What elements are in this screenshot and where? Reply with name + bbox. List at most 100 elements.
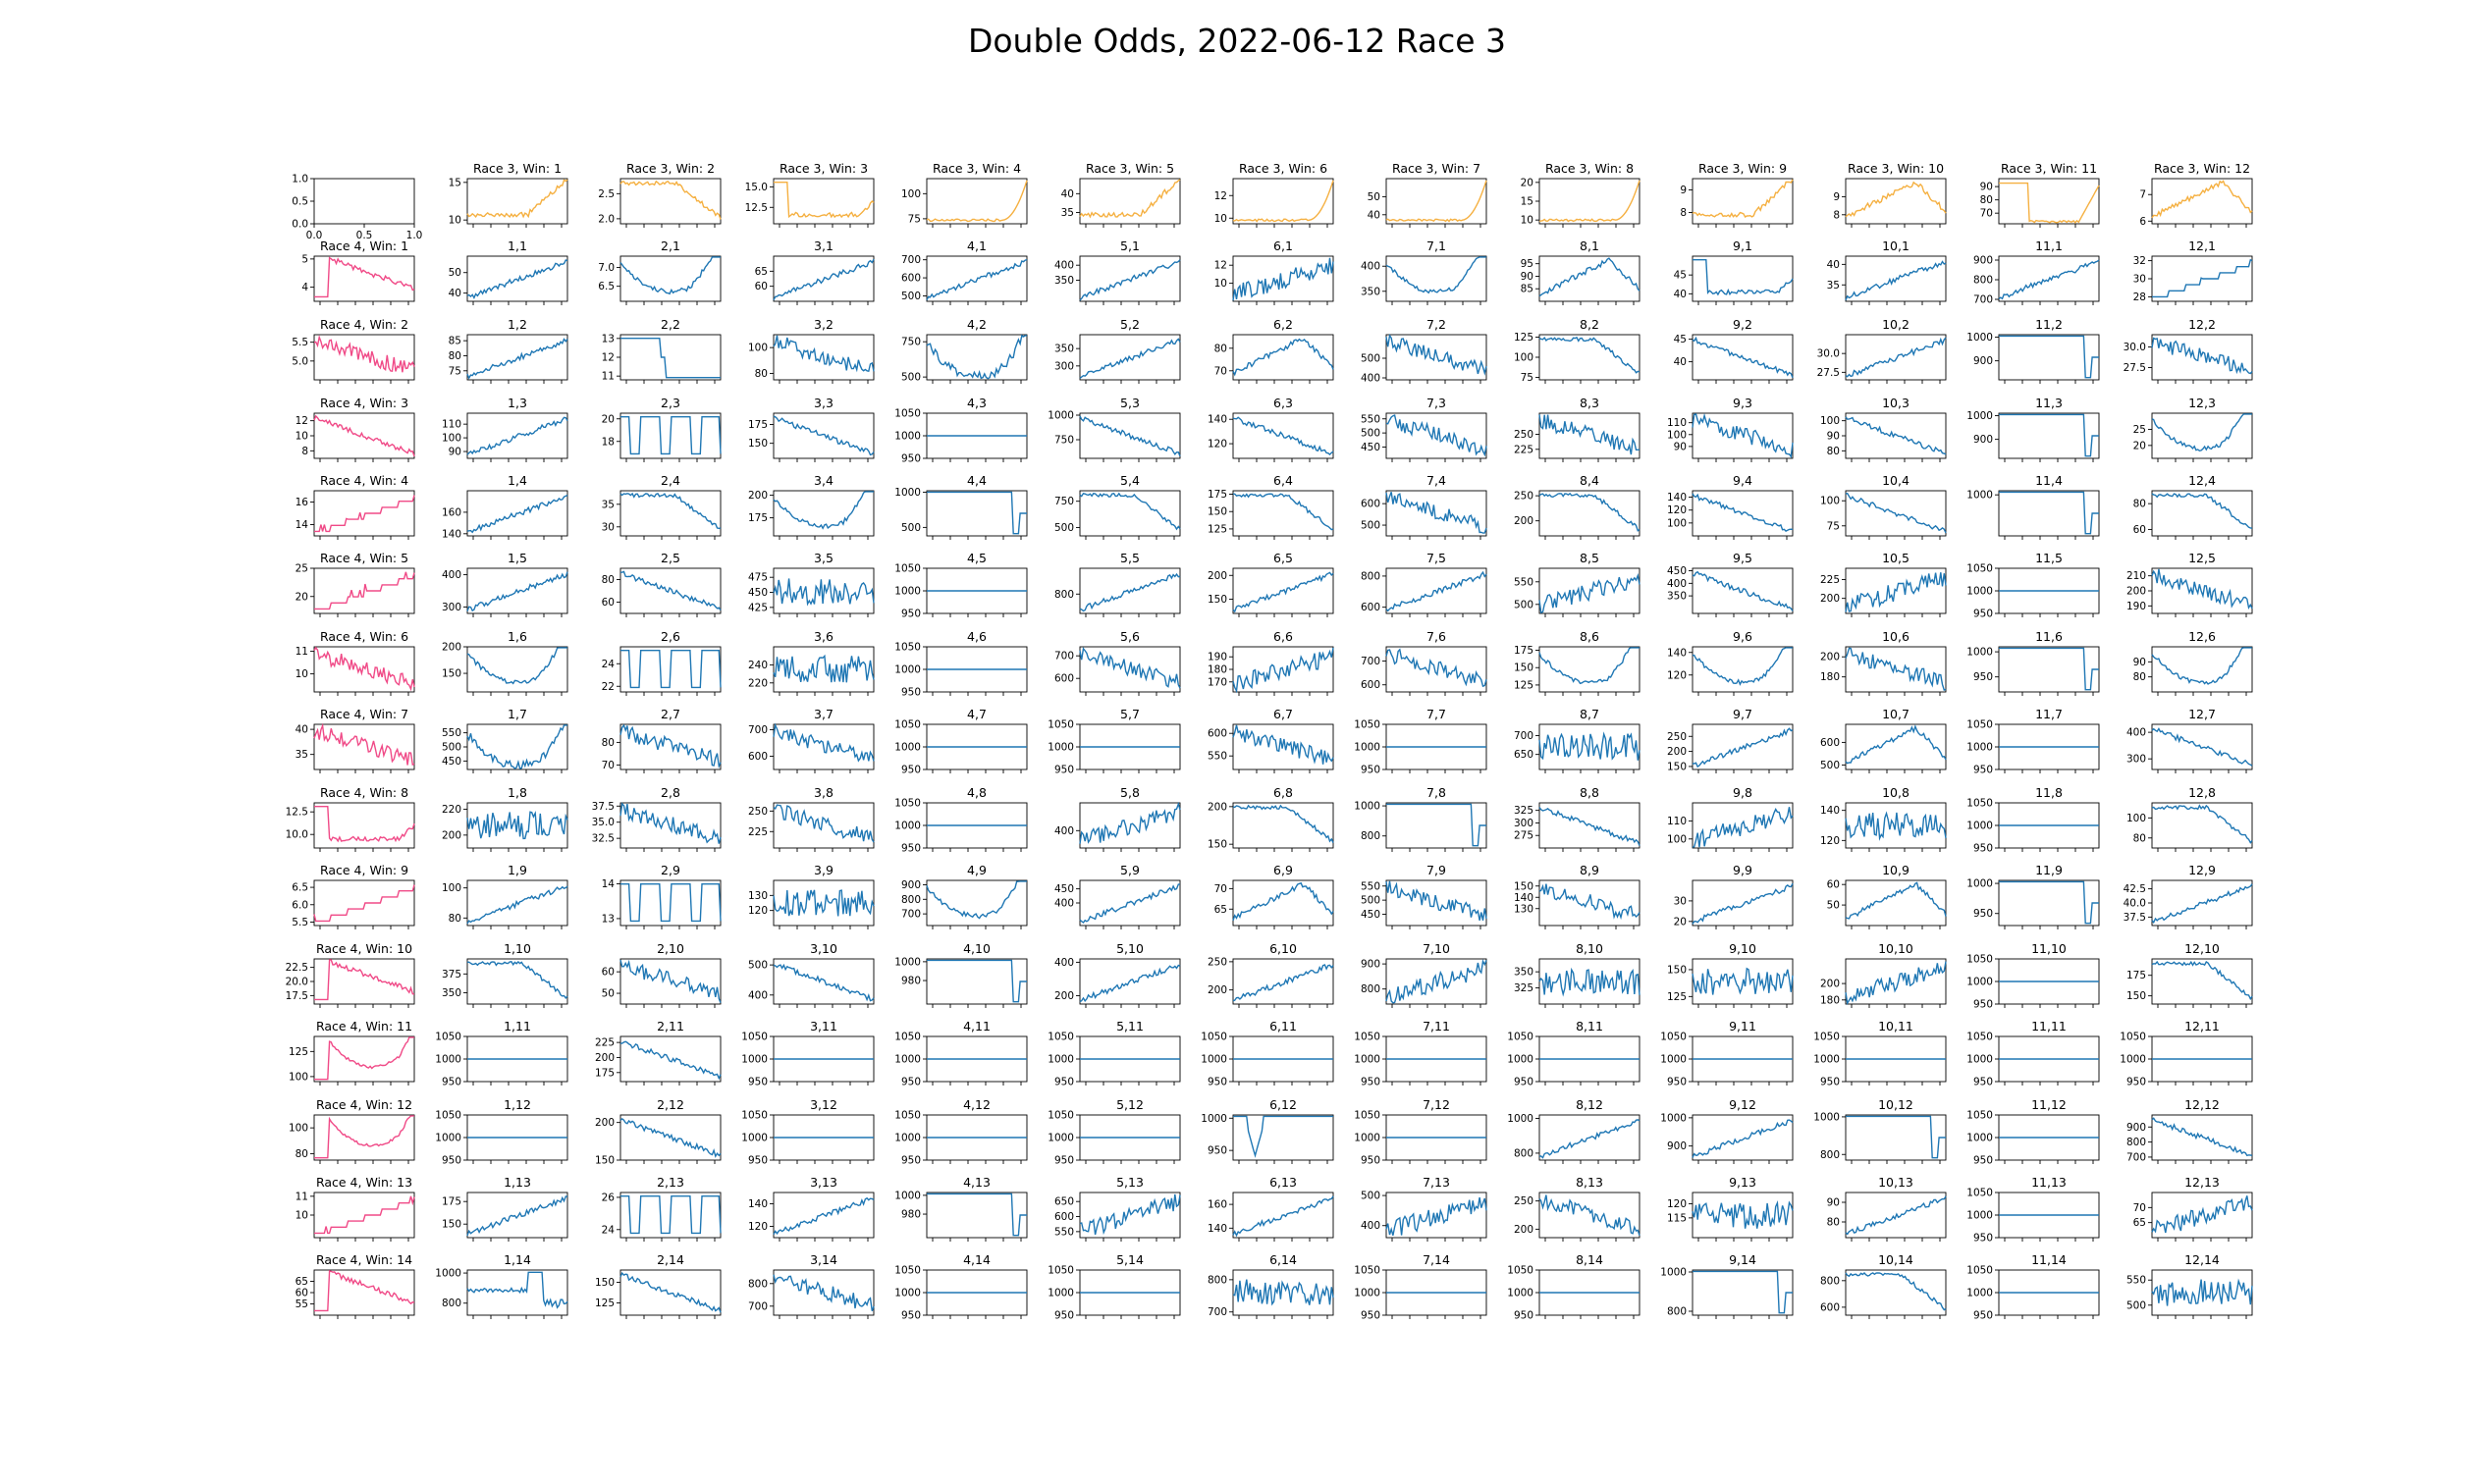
panel-title: 8,9	[1580, 863, 1599, 877]
pair-odds-panel: 12,2 30.0 27.5	[2124, 317, 2253, 384]
series-line	[2151, 337, 2253, 375]
panel-title: 1,2	[508, 317, 527, 332]
axes-frame	[619, 879, 722, 927]
y-tick-label: 115	[1667, 1212, 1687, 1224]
panel-title: Race 4, Win: 14	[316, 1252, 412, 1267]
y-tick-label: 200	[748, 490, 768, 502]
y-tick-label: 200	[595, 1052, 615, 1064]
y-tick-label: 500	[1054, 522, 1074, 534]
panel-title: 8,3	[1580, 396, 1599, 410]
y-tick-label: 140	[442, 528, 461, 540]
y-tick-label: 950	[901, 1077, 921, 1088]
y-tick-label: 500	[1361, 1191, 1380, 1202]
y-tick-label: 11	[296, 1191, 308, 1202]
pair-odds-panel: 11,6 1000 950	[1966, 629, 2100, 696]
panel-title: 8,4	[1580, 473, 1599, 488]
y-tick-label: 450	[748, 587, 768, 599]
panel-title: 8,11	[1576, 1019, 1603, 1034]
race4-win-panel: Race 4, Win: 11 125 100	[289, 1019, 415, 1086]
y-tick-label: 1000	[894, 431, 921, 443]
axes-frame	[619, 178, 722, 225]
y-tick-label: 175	[1514, 645, 1533, 657]
y-tick-label: 950	[901, 843, 921, 855]
series-line	[1692, 412, 1794, 459]
panel-title: 11,2	[2035, 317, 2063, 332]
series-line	[1538, 492, 1640, 532]
panel-title: 5,13	[1116, 1175, 1144, 1190]
y-tick-label: 750	[901, 337, 921, 348]
y-tick-label: 1000	[894, 821, 921, 832]
pair-odds-panel: 10,1 40 35	[1827, 238, 1947, 305]
axes-frame	[1385, 1192, 1487, 1239]
series-line	[1233, 493, 1334, 531]
pair-odds-panel: 11,3 1000 900	[1966, 396, 2100, 462]
panel-title: 7,13	[1423, 1175, 1450, 1190]
pair-odds-panel: 5,1 400 350	[1054, 238, 1181, 305]
panel-title: 5,3	[1120, 396, 1140, 410]
pair-odds-panel: 4,4 1000 500	[894, 473, 1028, 540]
series-line	[926, 180, 1028, 223]
pair-odds-panel: 6,14 800 700	[1208, 1252, 1334, 1319]
pair-odds-panel: 7,12 1050 1000 950	[1354, 1097, 1487, 1167]
axes-frame	[1385, 879, 1487, 927]
panel-title: 10,1	[1882, 238, 1909, 253]
y-tick-label: 950	[1514, 1310, 1533, 1322]
pair-odds-panel: 3,14 800 700	[748, 1252, 875, 1319]
y-tick-label: 1050	[1660, 1032, 1687, 1043]
y-tick-label: 950	[901, 765, 921, 776]
panel-title: 1,1	[508, 238, 527, 253]
y-tick-label: 90	[1980, 182, 1993, 193]
series-line	[773, 722, 875, 763]
pair-odds-panel: 2,1 7.0 6.5	[598, 238, 722, 305]
y-tick-label: 120	[1208, 439, 1227, 450]
series-line	[619, 1271, 722, 1313]
pair-odds-panel: 6,7 600 550	[1208, 707, 1334, 773]
y-tick-label: 800	[1820, 1275, 1840, 1287]
panel-title: 3,2	[814, 317, 834, 332]
y-tick-label: 110	[1667, 816, 1687, 827]
y-tick-label: 200	[1667, 746, 1687, 758]
y-tick-label: 1000	[435, 1133, 461, 1144]
y-tick-label: 700	[1514, 730, 1533, 742]
y-tick-label: 200	[1054, 990, 1074, 1002]
panel-title: 4,4	[967, 473, 987, 488]
series-line	[1385, 334, 1487, 376]
series-line	[773, 889, 875, 917]
y-tick-label: 80	[1980, 194, 1993, 206]
axes-frame	[1538, 646, 1640, 693]
y-tick-label: 550	[2126, 1275, 2146, 1287]
panel-title: 7,10	[1423, 941, 1450, 956]
y-tick-label: 55	[296, 1298, 308, 1310]
panel-title: 10,8	[1882, 785, 1909, 800]
y-tick-label: 500	[748, 960, 768, 972]
y-tick-label: 125	[289, 1046, 308, 1058]
axes-frame	[2151, 1192, 2253, 1239]
panel-title: 9,10	[1729, 941, 1756, 956]
y-tick-label: 240	[748, 660, 768, 671]
panel-title: Race 4, Win: 10	[316, 941, 412, 956]
pair-odds-panel: 7,10 900 800	[1361, 941, 1487, 1008]
pair-odds-panel: 11,4 1000	[1966, 473, 2100, 540]
y-tick-label: 100	[289, 1071, 308, 1083]
series-line	[926, 334, 1027, 380]
y-tick-label: 375	[442, 969, 461, 980]
panel-title: 10,12	[1878, 1097, 1913, 1112]
y-tick-label: 950	[1361, 1155, 1380, 1167]
panel-title: 7,1	[1426, 238, 1446, 253]
y-tick-label: 800	[1514, 1147, 1533, 1159]
series-line	[1538, 807, 1640, 846]
y-tick-label: 700	[2126, 1151, 2146, 1163]
y-tick-label: 1000	[1048, 742, 1074, 754]
axes-frame	[1232, 490, 1334, 537]
panel-title: 9,13	[1729, 1175, 1756, 1190]
pair-odds-panel: 10,12 1000 800	[1813, 1097, 1947, 1164]
y-tick-label: 125	[1667, 991, 1687, 1003]
series-line	[773, 1274, 875, 1311]
axes-frame	[773, 334, 875, 381]
series-line	[466, 1195, 568, 1237]
pair-odds-panel: 8,10 350 325	[1514, 941, 1640, 1008]
y-tick-label: 150	[1667, 761, 1687, 772]
panel-title: 10,2	[1882, 317, 1909, 332]
y-tick-label: 10	[449, 215, 461, 227]
y-tick-label: 60	[1827, 879, 1840, 891]
